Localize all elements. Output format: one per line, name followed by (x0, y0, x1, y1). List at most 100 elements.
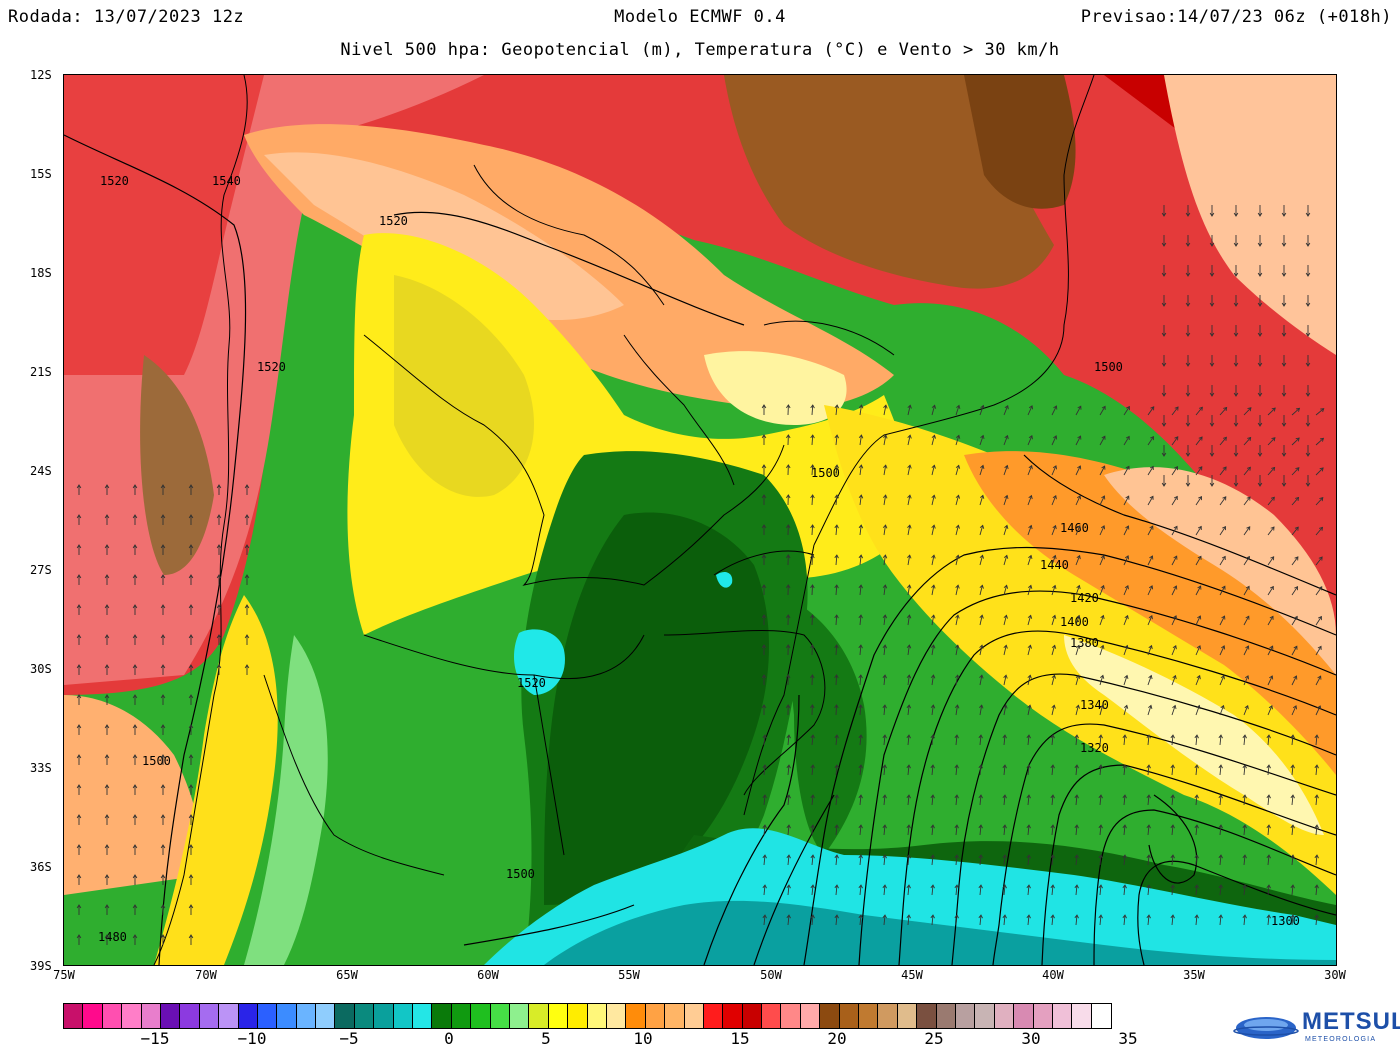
wind-arrow-icon (1075, 495, 1082, 506)
wind-arrow-icon (188, 604, 194, 615)
wind-arrow-icon (955, 434, 961, 446)
wind-arrow-icon (1243, 466, 1251, 476)
wind-arrow-icon (1219, 496, 1227, 506)
wind-arrow-icon (188, 694, 194, 705)
wind-arrow-icon (785, 614, 791, 626)
wind-arrow-icon (979, 524, 985, 536)
wind-arrow-icon (930, 644, 936, 656)
colorbar-swatch (102, 1004, 123, 1028)
wind-arrow-icon (834, 884, 839, 896)
wind-arrow-icon (906, 794, 911, 806)
wind-arrow-icon (930, 794, 935, 806)
wind-arrow-icon (188, 514, 194, 525)
wind-arrow-icon (1027, 464, 1033, 476)
wind-arrow-icon (244, 484, 250, 495)
wind-arrow-icon (1123, 405, 1130, 416)
wind-arrow-icon (882, 644, 888, 656)
wind-arrow-icon (1147, 465, 1154, 476)
lon-label: 75W (53, 968, 75, 982)
wind-arrow-icon (1194, 914, 1199, 926)
lon-label: 35W (1183, 968, 1205, 982)
wind-arrow-icon (1219, 704, 1225, 716)
wind-arrow-icon (834, 614, 839, 626)
wind-arrow-icon (834, 824, 839, 836)
wind-arrow-icon (76, 784, 82, 795)
wind-arrow-icon (882, 524, 888, 536)
wind-arrow-icon (244, 514, 250, 525)
wind-arrow-icon (1243, 675, 1250, 686)
wind-arrow-icon (1291, 496, 1300, 506)
wind-arrow-icon (1170, 764, 1175, 776)
wind-arrow-icon (810, 884, 815, 896)
coastline (743, 75, 1095, 816)
wind-arrow-icon (1122, 854, 1127, 866)
wind-arrow-icon (1219, 525, 1226, 536)
lat-label: 24S (30, 464, 52, 478)
colorbar-tick-label: 35 (1118, 1029, 1138, 1048)
wind-arrow-icon (1219, 645, 1226, 656)
wind-arrow-icon (979, 584, 984, 596)
contour-label: 1480 (98, 930, 127, 944)
wind-arrow-icon (1161, 265, 1167, 277)
wind-arrow-icon (160, 544, 166, 555)
wind-arrow-icon (104, 904, 110, 915)
wind-arrow-icon (104, 514, 110, 525)
wind-arrow-icon (104, 604, 110, 615)
colorbar-swatch (606, 1004, 627, 1028)
wind-arrow-icon (1099, 525, 1106, 536)
wind-arrow-icon (1290, 884, 1295, 896)
wind-arrow-icon (978, 824, 983, 836)
wind-arrow-icon (931, 524, 936, 536)
wind-arrow-icon (1003, 434, 1009, 446)
wind-arrow-icon (1074, 824, 1079, 836)
metsul-tagline: METEOROLOGIA (1305, 1036, 1377, 1043)
wind-arrow-icon (786, 734, 791, 746)
wind-arrow-icon (930, 854, 935, 866)
wind-arrow-icon (1075, 674, 1081, 686)
wind-arrow-icon (1315, 615, 1322, 626)
wind-arrow-icon (1305, 325, 1311, 337)
wind-arrow-icon (810, 614, 815, 626)
lat-label: 36S (30, 860, 52, 874)
wind-arrow-icon (76, 844, 82, 855)
wind-arrow-icon (1051, 524, 1057, 536)
wind-arrow-icon (762, 764, 767, 776)
wind-arrow-icon (1281, 235, 1287, 247)
wind-arrow-icon (955, 584, 960, 596)
wind-arrow-icon (762, 854, 767, 866)
wind-arrow-icon (761, 704, 767, 715)
wind-arrow-icon (1146, 824, 1151, 836)
wind-arrow-icon (76, 904, 82, 915)
wind-arrow-icon (1075, 704, 1080, 716)
wind-arrow-icon (1243, 585, 1250, 596)
wind-arrow-icon (1051, 614, 1057, 626)
wind-arrow-icon (1122, 764, 1127, 776)
wind-arrow-icon (954, 854, 959, 866)
wind-arrow-icon (1170, 854, 1175, 866)
wind-arrow-icon (1002, 854, 1007, 866)
wind-arrow-icon (188, 664, 194, 675)
wind-arrow-icon (1281, 415, 1287, 427)
wind-arrow-icon (810, 554, 815, 566)
wind-arrow-icon (1233, 205, 1239, 217)
wind-arrow-icon (1074, 794, 1079, 806)
contour-label: 1340 (1080, 698, 1109, 712)
wind-arrow-icon (1233, 295, 1239, 307)
wind-arrow-icon (76, 664, 82, 675)
wind-arrow-icon (1281, 475, 1287, 487)
colorbar-swatch (839, 1004, 860, 1028)
wind-arrow-icon (1315, 526, 1324, 536)
wind-arrow-icon (1002, 914, 1007, 926)
wind-arrow-icon (160, 574, 166, 585)
colorbar-swatch (471, 1004, 491, 1028)
colorbar-swatch (859, 1004, 879, 1028)
wind-arrow-icon (761, 554, 767, 565)
wind-arrow-icon (104, 934, 110, 945)
wind-arrow-icon (858, 554, 864, 566)
wind-arrow-icon (1219, 406, 1228, 416)
lon-label: 55W (618, 968, 640, 982)
wind-arrow-icon (1219, 585, 1226, 596)
wind-arrow-icon (954, 734, 959, 746)
wind-arrow-icon (1281, 445, 1287, 457)
wind-arrow-icon (132, 784, 138, 795)
